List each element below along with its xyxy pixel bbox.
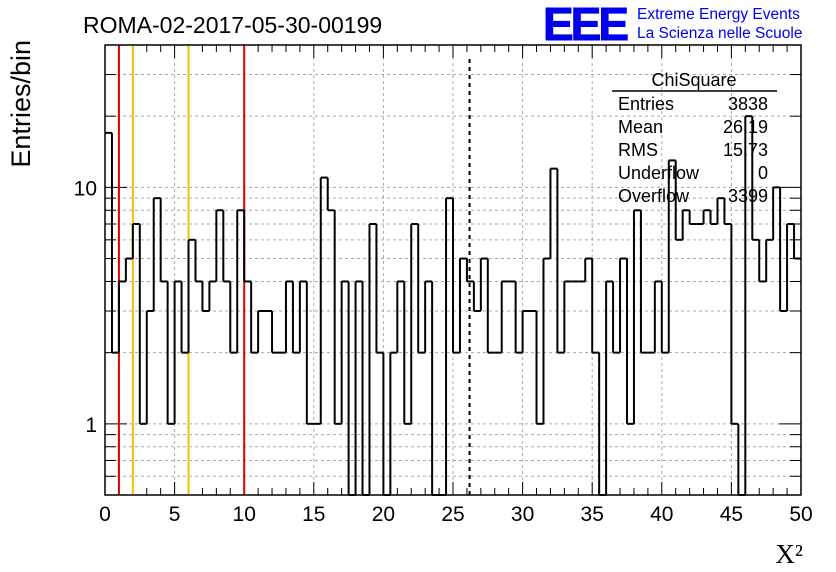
axis-ticks: 0 5 10 15 20 25 30 35 40 45 50 1 10 bbox=[74, 45, 813, 526]
stats-label-mean: Mean bbox=[618, 117, 663, 137]
x-tick-label: 10 bbox=[233, 503, 256, 526]
logo-mark: EEE bbox=[543, 0, 627, 50]
logo-line2: La Scienza nelle Scuole bbox=[637, 25, 802, 42]
x-tick-label: 30 bbox=[511, 503, 534, 526]
stats-value-entries: 3838 bbox=[728, 94, 768, 114]
stats-box: ChiSquare Entries 3838 Mean 26.19 RMS 15… bbox=[612, 70, 777, 206]
reference-lines bbox=[117, 45, 471, 495]
stats-value-overflow: 3399 bbox=[728, 186, 768, 206]
x-tick-label: 20 bbox=[372, 503, 395, 526]
y-tick-label: 1 bbox=[85, 414, 97, 437]
x-tick-label: 25 bbox=[441, 503, 464, 526]
stats-value-rms: 15.73 bbox=[723, 140, 768, 160]
x-axis-label: X² bbox=[775, 539, 803, 569]
x-tick-label: 15 bbox=[302, 503, 325, 526]
x-tick-label: 0 bbox=[99, 503, 111, 526]
stats-label-overflow: Overflow bbox=[618, 186, 690, 206]
eee-logo: EEE Extreme Energy Events La Scienza nel… bbox=[543, 0, 803, 51]
stats-title: ChiSquare bbox=[651, 70, 736, 90]
chart-title: ROMA-02-2017-05-30-00199 bbox=[83, 12, 382, 38]
stats-value-underflow: 0 bbox=[758, 163, 768, 183]
y-tick-label: 10 bbox=[74, 177, 97, 200]
y-axis-label: Entries/bin bbox=[6, 40, 36, 168]
x-tick-label: 5 bbox=[169, 503, 181, 526]
x-tick-label: 50 bbox=[789, 503, 812, 526]
stats-value-mean: 26.19 bbox=[723, 117, 768, 137]
logo-line1: Extreme Energy Events bbox=[637, 6, 800, 23]
stats-label-rms: RMS bbox=[618, 140, 658, 160]
stats-label-entries: Entries bbox=[618, 94, 674, 114]
x-tick-label: 40 bbox=[650, 503, 673, 526]
stats-label-underflow: Underflow bbox=[618, 163, 700, 183]
x-tick-label: 35 bbox=[581, 503, 604, 526]
x-tick-label: 45 bbox=[720, 503, 743, 526]
plot-frame bbox=[104, 44, 802, 496]
histogram-series bbox=[105, 115, 801, 496]
